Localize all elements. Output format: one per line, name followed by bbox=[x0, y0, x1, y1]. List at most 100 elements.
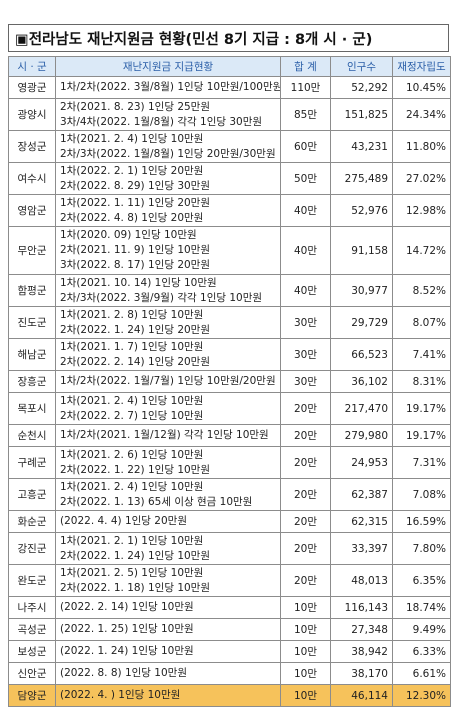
ratio-cell: 19.17% bbox=[392, 424, 451, 447]
details-cell: (2022. 1. 24) 1인당 10만원 bbox=[55, 640, 281, 663]
table-body: 영광군 1차/2차(2022. 3월/8월) 1인당 10만원/100만원 110만… bbox=[8, 76, 451, 707]
total-cell: 10만 bbox=[280, 618, 331, 641]
details-cell: 1차(2021. 2. 8) 1인당 10만원 2차(2022. 1. 24) 1… bbox=[55, 306, 281, 339]
detail-line: (2022. 8. 8) 1인당 10만원 bbox=[60, 667, 187, 679]
ratio-cell: 7.31% bbox=[392, 446, 451, 479]
detail-line: (2022. 4. ) 1인당 10만원 bbox=[60, 689, 181, 701]
total-cell: 20만 bbox=[280, 532, 331, 565]
population-cell: 151,825 bbox=[330, 98, 393, 131]
detail-line: 1차(2022. 2. 1) 1인당 20만원 bbox=[60, 164, 204, 177]
detail-line: 2차(2022. 2. 7) 1인당 10만원 bbox=[60, 409, 204, 422]
total-cell: 20만 bbox=[280, 392, 331, 425]
detail-line: 1차(2021. 2. 5) 1인당 10만원 bbox=[60, 566, 204, 579]
detail-line: (2022. 1. 24) 1인당 10만원 bbox=[60, 645, 194, 657]
population-cell: 91,158 bbox=[330, 226, 393, 275]
details-cell: 1차(2021. 2. 4) 1인당 10만원 2차(2022. 1. 13) 6… bbox=[55, 478, 281, 511]
detail-line: 2차(2022. 1. 22) 1인당 10만원 bbox=[60, 463, 211, 476]
table-row: 담양군 (2022. 4. ) 1인당 10만원 10만 46,114 12.30% bbox=[8, 684, 451, 707]
detail-line: 1차(2021. 2. 6) 1인당 10만원 bbox=[60, 448, 204, 461]
table-row: 강진군 1차(2021. 2. 1) 1인당 10만원 2차(2022. 1. 24… bbox=[8, 532, 451, 565]
table-row: 구례군 1차(2021. 2. 6) 1인당 10만원 2차(2022. 1. 22… bbox=[8, 446, 451, 479]
population-cell: 275,489 bbox=[330, 162, 393, 195]
detail-line: 1차(2021. 1. 7) 1인당 10만원 bbox=[60, 340, 204, 353]
county-cell: 진도군 bbox=[8, 306, 56, 339]
header-row: 시 · 군 재난지원금 지급현황 합 계 인구수 재정자립도 bbox=[8, 56, 451, 77]
table-row: 보성군 (2022. 1. 24) 1인당 10만원 10만 38,942 6.33% bbox=[8, 640, 451, 663]
total-cell: 20만 bbox=[280, 424, 331, 447]
total-cell: 85만 bbox=[280, 98, 331, 131]
county-cell: 여수시 bbox=[8, 162, 56, 195]
total-cell: 30만 bbox=[280, 370, 331, 393]
detail-line: 1차(2020. 09) 1인당 10만원 bbox=[60, 229, 197, 241]
total-cell: 20만 bbox=[280, 564, 331, 597]
total-cell: 50만 bbox=[280, 162, 331, 195]
detail-line: 2차/3차(2022. 1월/8월) 1인당 20만원/30만원 bbox=[60, 147, 276, 160]
table-row: 순천시 1차/2차(2021. 1월/12월) 각각 1인당 10만원 20만 279… bbox=[8, 424, 451, 447]
total-cell: 30만 bbox=[280, 306, 331, 339]
detail-line: (2022. 4. 4) 1인당 20만원 bbox=[60, 515, 187, 527]
table-row: 무안군 1차(2020. 09) 1인당 10만원 2차(2021. 11. 9) … bbox=[8, 226, 451, 275]
population-cell: 52,292 bbox=[330, 76, 393, 99]
ratio-cell: 12.98% bbox=[392, 194, 451, 227]
county-cell: 영광군 bbox=[8, 76, 56, 99]
population-cell: 43,231 bbox=[330, 130, 393, 163]
population-cell: 279,980 bbox=[330, 424, 393, 447]
population-cell: 38,942 bbox=[330, 640, 393, 663]
support-table: 시 · 군 재난지원금 지급현황 합 계 인구수 재정자립도 영광군 1차/2차(2022… bbox=[8, 56, 451, 707]
population-cell: 62,315 bbox=[330, 510, 393, 533]
detail-line: 2차(2022. 2. 14) 1인당 20만원 bbox=[60, 355, 211, 368]
ratio-cell: 12.30% bbox=[392, 684, 451, 707]
detail-line: 1차(2021. 2. 4) 1인당 10만원 bbox=[60, 480, 204, 493]
details-cell: (2022. 4. 4) 1인당 20만원 bbox=[55, 510, 281, 533]
ratio-cell: 18.74% bbox=[392, 596, 451, 619]
total-cell: 10만 bbox=[280, 640, 331, 663]
detail-line: 1차/2차(2022. 1월/7월) 1인당 10만원/20만원 bbox=[60, 375, 276, 387]
details-cell: (2022. 1. 25) 1인당 10만원 bbox=[55, 618, 281, 641]
county-cell: 강진군 bbox=[8, 532, 56, 565]
detail-line: 1차/2차(2022. 3월/8월) 1인당 10만원/100만원 bbox=[60, 81, 281, 93]
ratio-cell: 9.49% bbox=[392, 618, 451, 641]
table-row: 목포시 1차(2021. 2. 4) 1인당 10만원 2차(2022. 2. 7)… bbox=[8, 392, 451, 425]
table-row: 함평군 1차(2021. 10. 14) 1인당 10만원 2차/3차(2022. … bbox=[8, 274, 451, 307]
county-cell: 곡성군 bbox=[8, 618, 56, 641]
county-cell: 해남군 bbox=[8, 338, 56, 371]
total-cell: 10만 bbox=[280, 662, 331, 685]
population-cell: 48,013 bbox=[330, 564, 393, 597]
detail-line: 1차(2022. 1. 11) 1인당 20만원 bbox=[60, 196, 211, 209]
details-cell: 1차(2022. 2. 1) 1인당 20만원 2차(2022. 8. 29) 1… bbox=[55, 162, 281, 195]
population-cell: 116,143 bbox=[330, 596, 393, 619]
table-row: 영광군 1차/2차(2022. 3월/8월) 1인당 10만원/100만원 110만… bbox=[8, 76, 451, 99]
county-cell: 보성군 bbox=[8, 640, 56, 663]
table-row: 영암군 1차(2022. 1. 11) 1인당 20만원 2차(2022. 4. 8… bbox=[8, 194, 451, 227]
total-cell: 20만 bbox=[280, 510, 331, 533]
county-cell: 완도군 bbox=[8, 564, 56, 597]
details-cell: 1차(2021. 1. 7) 1인당 10만원 2차(2022. 2. 14) 1… bbox=[55, 338, 281, 371]
total-cell: 40만 bbox=[280, 194, 331, 227]
population-cell: 33,397 bbox=[330, 532, 393, 565]
ratio-cell: 7.80% bbox=[392, 532, 451, 565]
county-cell: 장흥군 bbox=[8, 370, 56, 393]
county-cell: 고흥군 bbox=[8, 478, 56, 511]
details-cell: (2022. 2. 14) 1인당 10만원 bbox=[55, 596, 281, 619]
details-cell: 1차(2022. 1. 11) 1인당 20만원 2차(2022. 4. 8) 1… bbox=[55, 194, 281, 227]
county-cell: 함평군 bbox=[8, 274, 56, 307]
table-row: 나주시 (2022. 2. 14) 1인당 10만원 10만 116,143 18.74… bbox=[8, 596, 451, 619]
column-header: 재난지원금 지급현황 bbox=[55, 56, 281, 77]
detail-line: 2차(2021. 8. 23) 1인당 25만원 bbox=[60, 100, 211, 113]
detail-line: 3차/4차(2022. 1월/8월) 각각 1인당 30만원 bbox=[60, 115, 263, 128]
population-cell: 36,102 bbox=[330, 370, 393, 393]
population-cell: 46,114 bbox=[330, 684, 393, 707]
detail-line: 1차(2021. 2. 8) 1인당 10만원 bbox=[60, 308, 204, 321]
ratio-cell: 6.61% bbox=[392, 662, 451, 685]
total-cell: 10만 bbox=[280, 684, 331, 707]
detail-line: 2차/3차(2022. 3월/9월) 각각 1인당 10만원 bbox=[60, 291, 263, 304]
title: ▣전라남도 재난지원금 현황(민선 8기 지급 : 8개 시 · 군) bbox=[8, 24, 449, 52]
table-row: 해남군 1차(2021. 1. 7) 1인당 10만원 2차(2022. 2. 14… bbox=[8, 338, 451, 371]
county-cell: 담양군 bbox=[8, 684, 56, 707]
ratio-cell: 27.02% bbox=[392, 162, 451, 195]
details-cell: 1차(2021. 2. 1) 1인당 10만원 2차(2022. 1. 24) 1… bbox=[55, 532, 281, 565]
table-row: 고흥군 1차(2021. 2. 4) 1인당 10만원 2차(2022. 1. 13… bbox=[8, 478, 451, 511]
county-cell: 장성군 bbox=[8, 130, 56, 163]
total-cell: 20만 bbox=[280, 478, 331, 511]
